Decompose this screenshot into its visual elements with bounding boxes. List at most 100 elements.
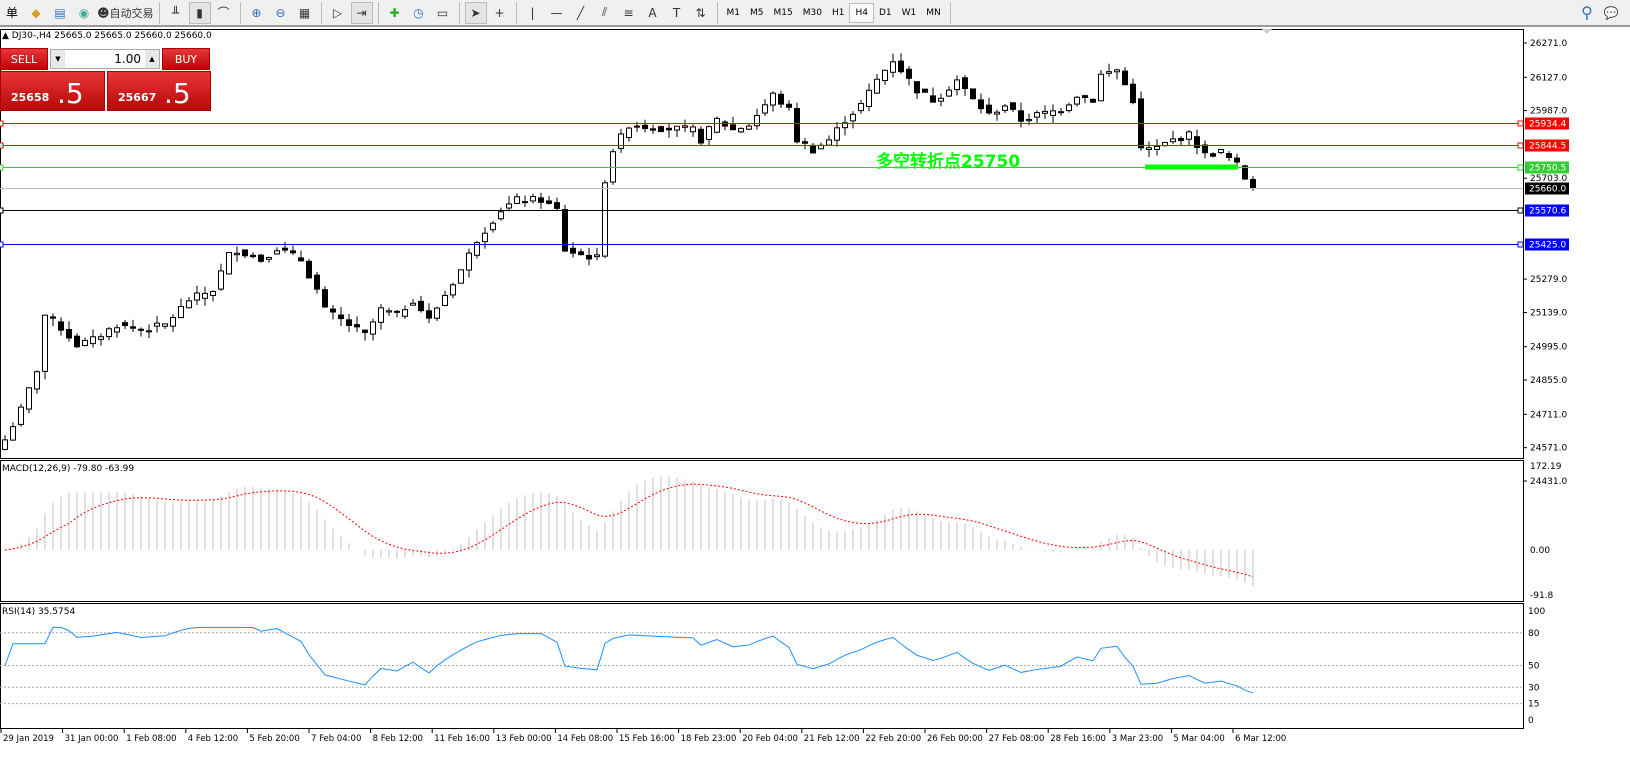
toolbar-separator: [377, 1, 379, 24]
candle-bull: [154, 322, 160, 327]
timeframe-h4[interactable]: H4: [849, 2, 874, 23]
candle-bull: [738, 127, 744, 133]
price-tick-label: 24711.0: [1530, 410, 1567, 420]
candle-bull: [218, 270, 224, 290]
candle-bear: [794, 108, 800, 143]
level-handle: [0, 120, 4, 127]
timeframe-m15[interactable]: M15: [773, 7, 793, 18]
candle-bull: [178, 305, 184, 319]
candle-bull: [994, 111, 1000, 115]
candle-chart-button[interactable]: ▮: [188, 1, 211, 24]
candle-bull: [266, 256, 272, 260]
rsi-line: [4, 626, 1254, 694]
timeframe-m5[interactable]: M5: [750, 7, 764, 18]
zoom-out-button[interactable]: ⊖: [270, 2, 292, 24]
chart-area[interactable]: 26271.0 26127.0 25987.0 25703.0 25279.0 25139…: [0, 29, 1630, 776]
time-tick-label: 1 Feb 08:00: [126, 734, 176, 744]
zoom-in-button[interactable]: ⊕: [246, 2, 268, 24]
candle-bear: [122, 322, 128, 326]
candle-bear: [642, 124, 648, 129]
chat-button[interactable]: 💬: [1600, 2, 1622, 24]
vertical-line-button[interactable]: |: [522, 2, 544, 24]
candle-bull: [890, 61, 896, 73]
bar-chart-button[interactable]: ╨: [165, 2, 187, 24]
candle-bear: [138, 328, 144, 331]
timeframe-d1[interactable]: D1: [878, 7, 892, 18]
template-button[interactable]: ▭: [432, 2, 454, 24]
timeframe-m30[interactable]: M30: [802, 7, 822, 18]
trendline-button[interactable]: ╱: [570, 2, 592, 24]
candle-bear: [578, 251, 584, 256]
bar-chart-icon: ╨: [171, 5, 180, 20]
price-tick-label: 25703.0: [1530, 174, 1567, 184]
candle-bear: [314, 274, 320, 290]
server-icon: ▤: [54, 5, 66, 20]
candle-bull: [770, 92, 776, 106]
timeframe-m1[interactable]: M1: [726, 7, 741, 18]
line-chart-icon: ⌒: [217, 6, 230, 20]
candle-bear: [778, 93, 784, 105]
candle-bull: [210, 291, 216, 296]
period-button[interactable]: ◷: [408, 2, 430, 24]
candle-bear: [1242, 165, 1248, 180]
line-chart-button[interactable]: ⌒: [213, 2, 235, 24]
candle-bull: [490, 222, 496, 231]
equidistant-channel-button[interactable]: ⫽: [594, 2, 616, 24]
horizontal-line-button[interactable]: —: [546, 2, 568, 24]
text-button[interactable]: A: [642, 2, 664, 24]
candle-bear: [346, 319, 352, 326]
volume-stepper[interactable]: ▼ 1.00 ▲: [50, 49, 160, 69]
arrows-button[interactable]: ⇅: [690, 2, 712, 24]
toolbar-separator: [239, 1, 241, 24]
autotrade-button[interactable]: ☻ 自动交易: [97, 2, 154, 24]
timeframe-w1[interactable]: W1: [901, 7, 917, 18]
volume-input[interactable]: 1.00: [114, 52, 141, 66]
candle-bull: [1170, 138, 1176, 143]
time-tick-label: 20 Feb 04:00: [742, 734, 798, 744]
candle-bear: [1194, 136, 1200, 148]
cursor-button[interactable]: ➤: [464, 1, 487, 24]
signal-button[interactable]: ◉: [73, 2, 95, 24]
buy-button[interactable]: BUY: [162, 48, 210, 70]
volume-decrease-button[interactable]: ▼: [51, 50, 65, 68]
price-level-label: 25660.0: [1529, 185, 1566, 195]
level-handle: [0, 142, 4, 149]
volume-increase-button[interactable]: ▲: [145, 50, 159, 68]
time-tick-label: 7 Feb 04:00: [311, 734, 361, 744]
price-level-label-bg: [1525, 238, 1569, 251]
candle-bull: [26, 387, 32, 410]
price-level-label-bg: [1525, 182, 1569, 195]
cursor-icon: ➤: [470, 5, 481, 20]
indicators-button[interactable]: ✚: [384, 2, 406, 24]
price-tick-label: 24995.0: [1530, 343, 1567, 353]
price-tick-label: 24855.0: [1530, 376, 1567, 386]
search-button[interactable]: ⚲: [1576, 2, 1598, 24]
candle-bull: [874, 78, 880, 94]
time-tick-label: 6 Mar 12:00: [1235, 734, 1286, 744]
sell-button[interactable]: SELL: [0, 48, 48, 70]
timeframe-h1[interactable]: H1: [831, 7, 845, 18]
server-button[interactable]: ▤: [49, 2, 71, 24]
time-tick-label: 26 Feb 00:00: [927, 734, 983, 744]
arrows-icon: ⇅: [695, 5, 706, 20]
candle-bear: [258, 254, 264, 262]
autoscroll-button[interactable]: ▷: [327, 2, 349, 24]
candle-bear: [546, 200, 552, 204]
autoscroll-icon: ▷: [332, 5, 343, 20]
buy-price-button[interactable]: 25667 .5: [107, 71, 211, 111]
tile-button[interactable]: ▦: [294, 2, 316, 24]
candle-bull: [674, 125, 680, 131]
chart-shift-button[interactable]: ⇥: [350, 1, 373, 24]
crosshair-button[interactable]: +: [489, 2, 511, 24]
timeframe-mn[interactable]: MN: [926, 7, 941, 18]
candle-bear: [986, 104, 992, 114]
fibonacci-button[interactable]: ≡: [618, 2, 640, 24]
gold-button[interactable]: ◆: [25, 2, 47, 24]
book-button[interactable]: 单: [1, 2, 23, 24]
rsi-tick-label: 30: [1528, 683, 1540, 693]
sell-price-button[interactable]: 25658 .5: [0, 71, 105, 111]
price-tick-label: 24431.0: [1530, 477, 1567, 487]
text-label-button[interactable]: T: [666, 2, 688, 24]
candle-bear: [290, 250, 296, 254]
candle-bear: [730, 124, 736, 131]
